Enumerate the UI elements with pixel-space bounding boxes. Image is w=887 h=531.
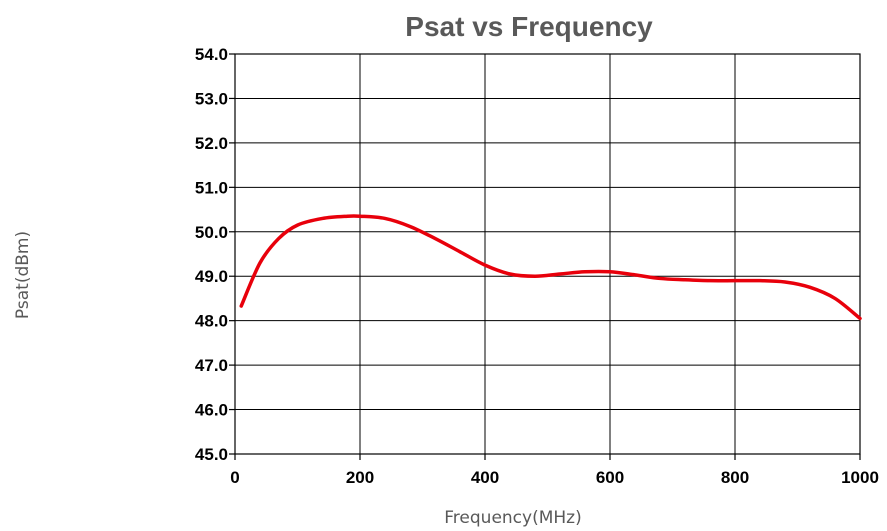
y-tick-label: 52.0 xyxy=(195,134,228,153)
y-tick-label: 48.0 xyxy=(195,312,228,331)
x-axis-ticks: 0 200 400 600 800 1000 xyxy=(230,454,879,487)
x-tick-label: 400 xyxy=(471,468,499,487)
plot-frame xyxy=(235,54,860,454)
y-tick-label: 54.0 xyxy=(195,45,228,64)
y-tick-label: 45.0 xyxy=(195,445,228,464)
grid-lines xyxy=(235,54,860,454)
y-axis-ticks: 45.0 46.0 47.0 48.0 49.0 50.0 51.0 52.0 53.0 54.0 xyxy=(195,45,235,464)
y-tick-label: 47.0 xyxy=(195,356,228,375)
y-tick-label: 51.0 xyxy=(195,178,228,197)
x-axis-label: Frequency(MHz) xyxy=(444,508,581,528)
y-tick-label: 50.0 xyxy=(195,223,228,242)
x-tick-label: 200 xyxy=(346,468,374,487)
x-tick-label: 0 xyxy=(230,468,239,487)
chart-title: Psat vs Frequency xyxy=(405,11,653,42)
x-tick-label: 800 xyxy=(721,468,749,487)
x-tick-label: 1000 xyxy=(841,468,879,487)
y-tick-label: 49.0 xyxy=(195,267,228,286)
x-tick-label: 600 xyxy=(596,468,624,487)
y-tick-label: 46.0 xyxy=(195,401,228,420)
y-tick-label: 53.0 xyxy=(195,89,228,108)
y-axis-label: Psat(dBm) xyxy=(13,231,33,319)
